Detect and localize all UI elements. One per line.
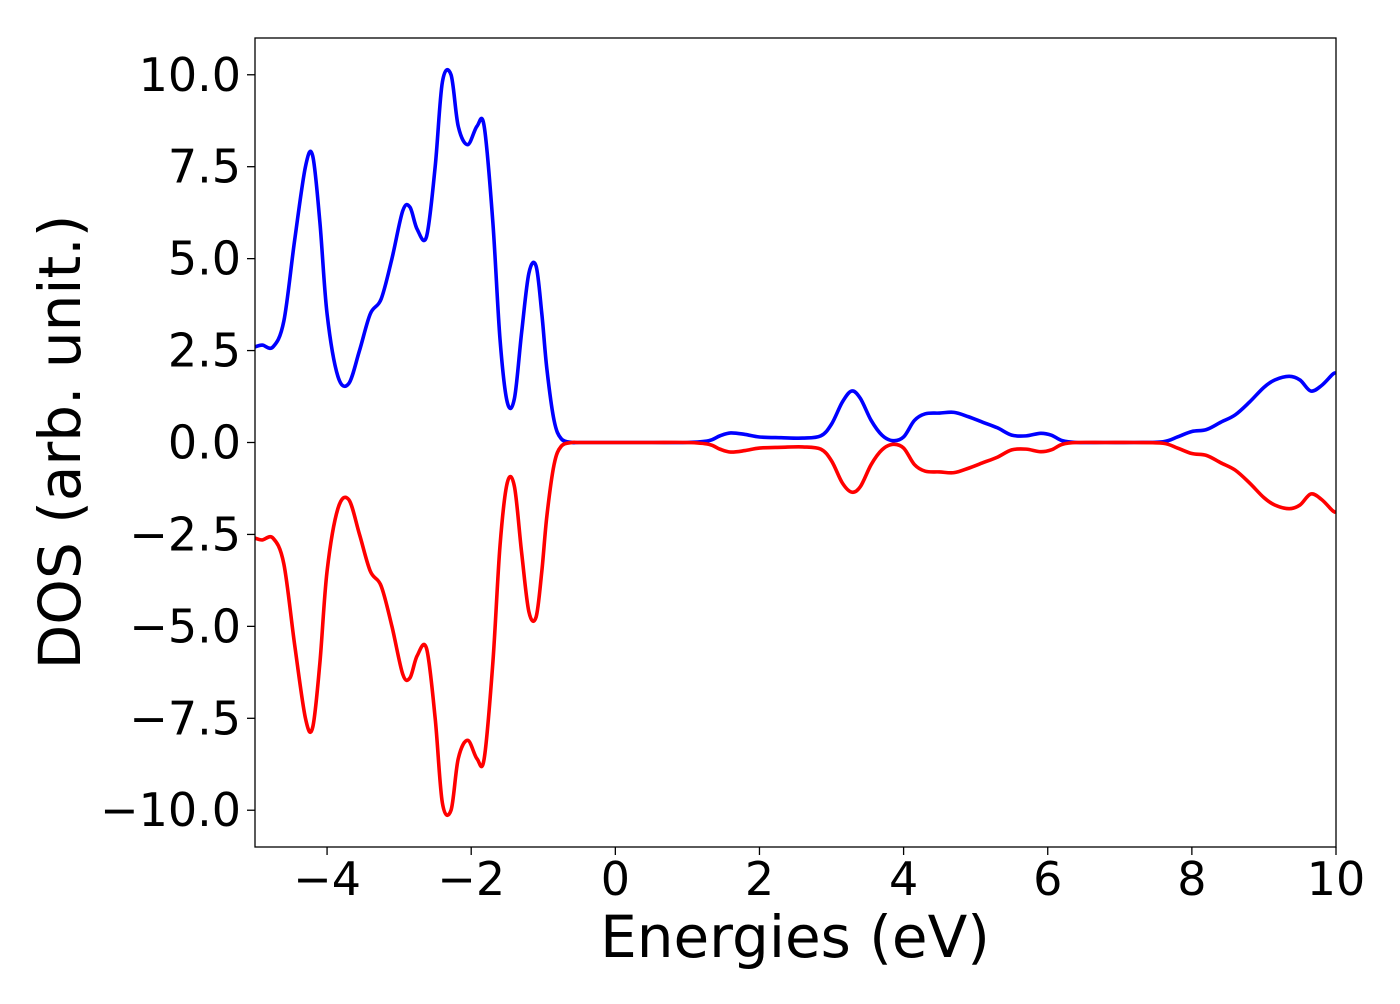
x-tick-label: 0 [601,852,630,906]
x-tick-label: 8 [1177,852,1206,906]
y-tick-label: −10.0 [100,783,241,837]
series-line-1 [255,68,1336,445]
y-axis-label: DOS (arb. unit.) [26,215,94,670]
x-tick-label: −4 [293,852,361,906]
x-tick-label: −2 [437,852,505,906]
y-tick-label: 2.5 [168,324,241,378]
plot-frame [254,37,1337,848]
x-tick-label: 6 [1033,852,1062,906]
y-axis-ticks: −10.0 −7.5 −5.0 −2.5 0.0 2.5 5.0 7.5 10.0 [100,48,255,837]
y-tick-label: −7.5 [129,691,241,745]
series-layer [255,68,1336,817]
y-tick-label: 5.0 [168,232,241,286]
x-axis-label: Energies (eV) [600,903,990,971]
x-axis-ticks: −4 −2 0 2 4 6 8 10 [293,847,1365,906]
y-tick-label: −5.0 [129,599,241,653]
y-tick-label: 0.0 [168,416,241,470]
series-line-2 [255,440,1336,817]
y-tick-label: −2.5 [129,507,241,561]
y-tick-label: 7.5 [168,140,241,194]
x-tick-label: 10 [1307,852,1366,906]
x-tick-label: 4 [889,852,918,906]
y-tick-label: 10.0 [139,48,241,102]
x-tick-label: 2 [745,852,774,906]
